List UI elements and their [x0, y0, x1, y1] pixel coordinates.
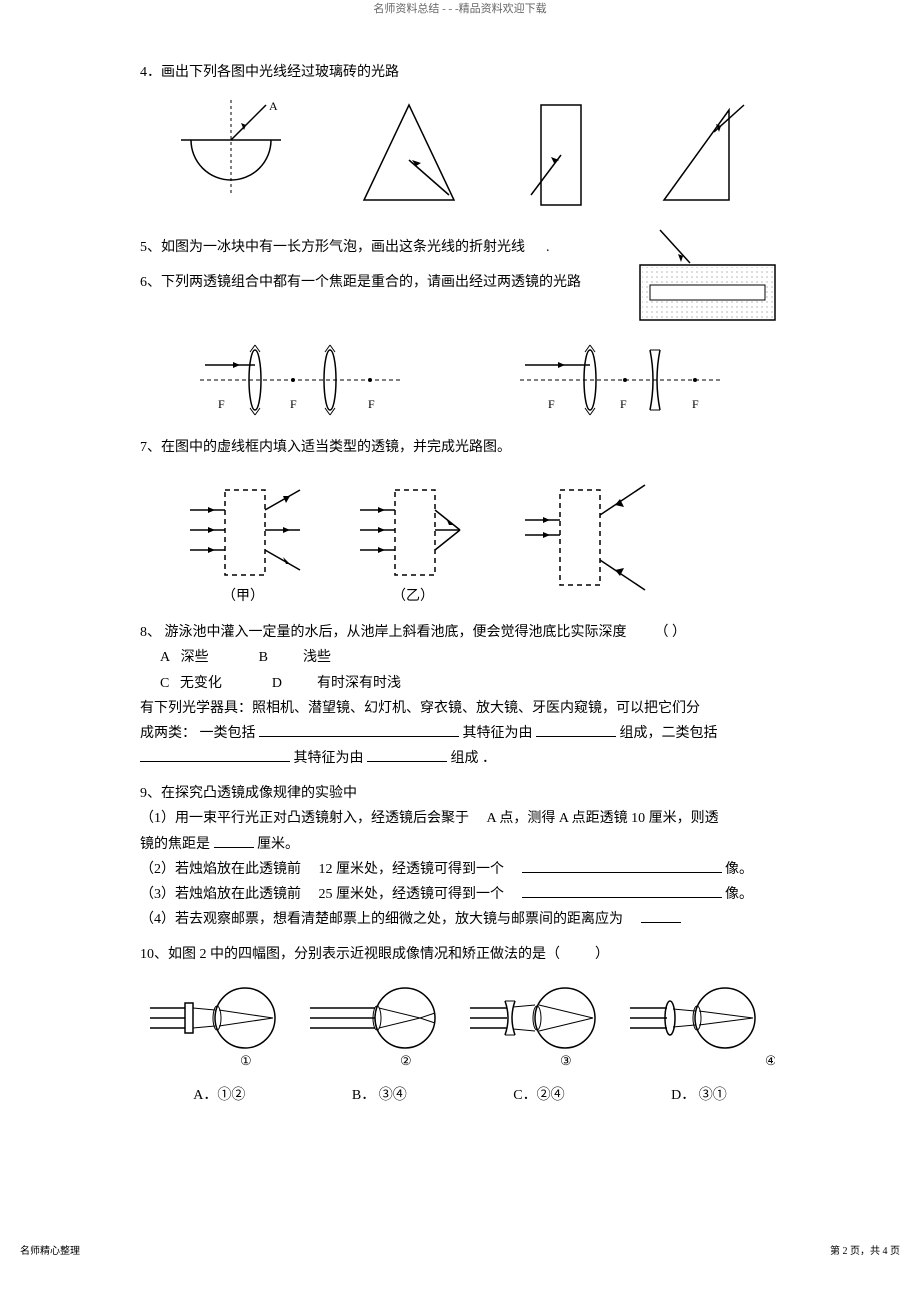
- q10-paren-close: ）: [595, 947, 609, 962]
- q9-sub2-mid: 12 厘米处，经透镜可得到一个: [319, 862, 505, 877]
- q7-diagram-jia: （甲）: [180, 475, 310, 605]
- q8-opt-b: 浅些: [303, 650, 331, 665]
- q9-sub3-prefix: （3）若烛焰放在此透镜前: [140, 887, 301, 902]
- q8-opt-a: 深些: [181, 650, 209, 665]
- q10-diagram-4: ④: [625, 983, 775, 1068]
- q7-text: 7、在图中的虚线框内填入适当类型的透镜，并完成光路图。: [140, 435, 780, 460]
- q6-diagram-1: F F F: [200, 340, 400, 420]
- blank-field[interactable]: [522, 897, 722, 898]
- q8-opt-a-label: A: [160, 650, 170, 665]
- q8-cont6: 组成 ．: [451, 751, 497, 766]
- svg-text:F: F: [290, 397, 297, 411]
- q7-diagram-yi: （乙）: [350, 475, 480, 605]
- svg-text:F: F: [548, 397, 555, 411]
- q5-diagram: [630, 225, 780, 325]
- blank-field[interactable]: [641, 922, 681, 923]
- svg-text:F: F: [368, 397, 375, 411]
- q10-diagram-3: ③: [465, 983, 615, 1068]
- q8-cont1: 有下列光学器具：照相机、潜望镜、幻灯机、穿衣镜、放大镜、牙医内窥镜，可以把它们分: [140, 696, 780, 721]
- q9-text: 9、在探究凸透镜成像规律的实验中: [140, 781, 780, 806]
- q10-diagram-2: ②: [305, 983, 455, 1068]
- q5-period: .: [546, 240, 550, 255]
- question-4: 4．画出下列各图中光线经过玻璃砖的光路 A: [140, 60, 780, 210]
- header-text: 名师资料总结 - - -精品资料欢迎下载: [373, 3, 546, 15]
- q8-cont5: 其特征为由: [294, 751, 364, 766]
- q9-sub1-a: A 点，测得 A 点距透镜 10 厘米，则透: [487, 811, 719, 826]
- q6-diagrams: F F F F F F: [140, 340, 780, 420]
- q8-opt-c-label: C: [160, 676, 169, 691]
- q4-diagram-2: [354, 100, 464, 210]
- q7-diagram-3: [520, 480, 650, 600]
- question-9: 9、在探究凸透镜成像规律的实验中 （1）用一束平行光正对凸透镜射入，经透镜后会聚…: [140, 781, 780, 932]
- page-footer: 名师精心整理 第 2 页，共 4 页: [0, 1243, 920, 1261]
- q9-sub3-mid: 25 厘米处，经透镜可得到一个: [319, 887, 505, 902]
- q8-text: 8、 游泳池中灌入一定量的水后，从池岸上斜看池底，便会觉得池底比实际深度: [140, 625, 627, 640]
- svg-text:④: ④: [765, 1053, 775, 1068]
- q9-sub2-suffix: 像。: [725, 862, 753, 877]
- q10-diagram-1: ①: [145, 983, 295, 1068]
- svg-text:F: F: [620, 397, 627, 411]
- question-5: 5、如图为一冰块中有一长方形气泡，画出这条光线的折射光线 .: [140, 235, 610, 260]
- blank-field[interactable]: [522, 872, 722, 873]
- svg-text:②: ②: [400, 1053, 412, 1068]
- q10-opt-a: A．①②: [193, 1083, 245, 1108]
- q8-cont4: 组成，二类包括: [620, 726, 718, 741]
- svg-text:F: F: [692, 397, 699, 411]
- q6-diagram-2: F F F: [520, 340, 720, 420]
- q8-paren: （ ）: [655, 625, 687, 640]
- question-8: 8、 游泳池中灌入一定量的水后，从池岸上斜看池底，便会觉得池底比实际深度 （ ）…: [140, 620, 780, 771]
- q10-text: 10、如图 2 中的四幅图，分别表示近视眼成像情况和矫正做法的是（: [140, 947, 560, 962]
- blank-field[interactable]: [367, 761, 447, 762]
- q10-opt-d: D． ③①: [671, 1083, 727, 1108]
- blank-field[interactable]: [214, 847, 254, 848]
- q5-text: 5、如图为一冰块中有一长方形气泡，画出这条光线的折射光线: [140, 240, 525, 255]
- q4-diagram-3: [526, 100, 596, 210]
- q9-sub1-suffix: 镜的焦距是: [140, 837, 210, 852]
- svg-text:①: ①: [240, 1053, 252, 1068]
- q9-sub3-suffix: 像。: [725, 887, 753, 902]
- question-7: 7、在图中的虚线框内填入适当类型的透镜，并完成光路图。 （甲）: [140, 435, 780, 605]
- q9-sub4: （4）若去观察邮票，想看清楚邮票上的细微之处，放大镜与邮票间的距离应为: [140, 912, 623, 927]
- svg-text:F: F: [218, 397, 225, 411]
- q8-cont3: 其特征为由: [463, 726, 533, 741]
- page-header: 名师资料总结 - - -精品资料欢迎下载: [0, 0, 920, 20]
- question-6: 6、下列两透镜组合中都有一个焦距是重合的，请画出经过两透镜的光路: [140, 270, 610, 295]
- q4-label-a: A: [269, 100, 278, 113]
- q9-sub1-unit: 厘米。: [257, 837, 299, 852]
- q8-cont2: 成两类： 一类包括: [140, 726, 256, 741]
- q8-opt-b-label: B: [259, 650, 268, 665]
- q4-diagram-4: [659, 100, 749, 210]
- blank-field[interactable]: [140, 761, 290, 762]
- question-10: 10、如图 2 中的四幅图，分别表示近视眼成像情况和矫正做法的是（ ） ①: [140, 942, 780, 1107]
- blank-field[interactable]: [536, 736, 616, 737]
- q10-opt-c: C．②④: [513, 1083, 564, 1108]
- q4-text: 4．画出下列各图中光线经过玻璃砖的光路: [140, 60, 780, 85]
- q9-sub2-prefix: （2）若烛焰放在此透镜前: [140, 862, 301, 877]
- footer-right: 第 2 页，共 4 页: [830, 1243, 900, 1261]
- q8-opt-d: 有时深有时浅: [317, 676, 401, 691]
- q8-opt-d-label: D: [272, 676, 282, 691]
- q6-text: 6、下列两透镜组合中都有一个焦距是重合的，请画出经过两透镜的光路: [140, 270, 610, 295]
- q4-diagram-1: A: [171, 100, 291, 210]
- q9-sub1-prefix: （1）用一束平行光正对凸透镜射入，经透镜后会聚于: [140, 811, 469, 826]
- q7-label-jia: （甲）: [222, 588, 264, 604]
- q8-opt-c: 无变化: [180, 676, 222, 691]
- q7-label-yi: （乙）: [392, 588, 434, 604]
- svg-text:③: ③: [560, 1053, 572, 1068]
- blank-field[interactable]: [259, 736, 459, 737]
- q10-opt-b: B． ③④: [352, 1083, 407, 1108]
- footer-left: 名师精心整理: [20, 1243, 80, 1261]
